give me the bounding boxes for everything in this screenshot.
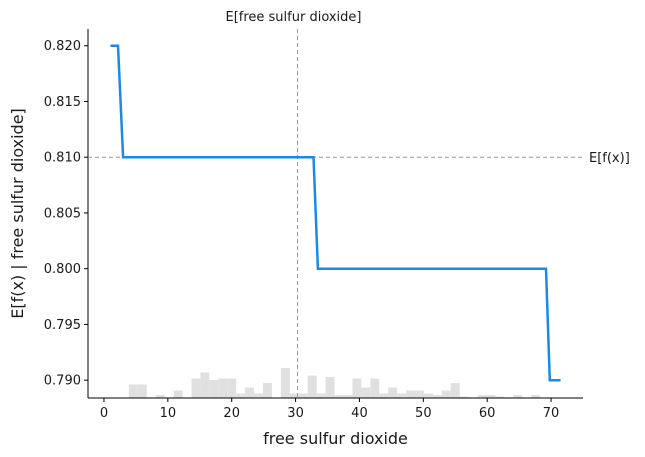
histogram-bar (209, 380, 219, 398)
dependence-line (110, 44, 561, 382)
histogram-bar (370, 378, 380, 398)
histogram-bar (227, 378, 237, 398)
x-tick-label: 10 (160, 406, 177, 421)
histogram-bar (432, 395, 442, 398)
x-tick-label: 40 (351, 406, 368, 421)
histogram-bar (477, 395, 487, 398)
x-tick-label: 20 (223, 406, 240, 421)
histogram-bar (406, 390, 416, 398)
reference-lines (88, 29, 583, 398)
histogram (128, 368, 541, 398)
x-tick-label: 0 (100, 406, 108, 421)
histogram-bar (218, 378, 228, 398)
y-tick-label: 0.810 (44, 151, 81, 166)
histogram-bar (289, 393, 299, 398)
x-tick-label: 70 (543, 406, 560, 421)
labels: 0 10 20 30 40 50 60 70 0.790 0.795 0.800 0.805 0.810… (8, 10, 630, 448)
histogram-bar (316, 393, 326, 398)
expected-output-label: E[f(x)] (589, 151, 630, 166)
expected-feature-label: E[free sulfur dioxide] (225, 10, 361, 25)
histogram-bar (254, 393, 264, 398)
histogram-bar (415, 390, 424, 398)
histogram-bar (486, 395, 496, 398)
y-tick-label: 0.820 (44, 39, 81, 54)
histogram-bar (343, 395, 353, 398)
histogram-bar (450, 383, 460, 398)
histogram-bar (361, 387, 371, 398)
histogram-bar (173, 390, 183, 398)
histogram-bar (191, 378, 201, 398)
histogram-bar (236, 393, 246, 398)
histogram-bar (325, 377, 335, 398)
histogram-bar (423, 393, 433, 398)
histogram-bar (379, 393, 389, 398)
y-tick-label: 0.795 (44, 318, 81, 333)
histogram-bar (263, 383, 272, 398)
histogram-bar (388, 387, 398, 398)
histogram-bar (513, 395, 523, 398)
x-tick-label: 60 (479, 406, 496, 421)
axes (84, 29, 583, 402)
histogram-bar (245, 387, 255, 398)
series-line (110, 44, 561, 382)
y-tick-label: 0.805 (44, 206, 81, 221)
x-axis-label: free sulfur dioxide (263, 429, 408, 448)
histogram-bar (397, 393, 407, 398)
histogram-bar (495, 396, 505, 398)
y-tick-label: 0.790 (44, 374, 81, 389)
histogram-bar (307, 375, 317, 398)
histogram-bar (334, 395, 344, 398)
y-tick-label: 0.800 (44, 262, 81, 277)
histogram-bar (155, 395, 165, 398)
x-tick-label: 50 (415, 406, 432, 421)
histogram-bar (352, 378, 362, 398)
histogram-bar (459, 396, 469, 398)
histogram-bar (531, 395, 541, 398)
y-axis-label: E[f(x) | free sulfur dioxide] (8, 108, 27, 319)
histogram-bar (298, 393, 308, 398)
x-tick-label: 30 (287, 406, 304, 421)
histogram-bar (441, 390, 451, 398)
histogram-bar (200, 372, 210, 398)
histogram-bar (280, 368, 290, 398)
histogram-bar (137, 384, 147, 398)
histogram-bar (128, 384, 138, 398)
y-tick-label: 0.815 (44, 95, 81, 110)
